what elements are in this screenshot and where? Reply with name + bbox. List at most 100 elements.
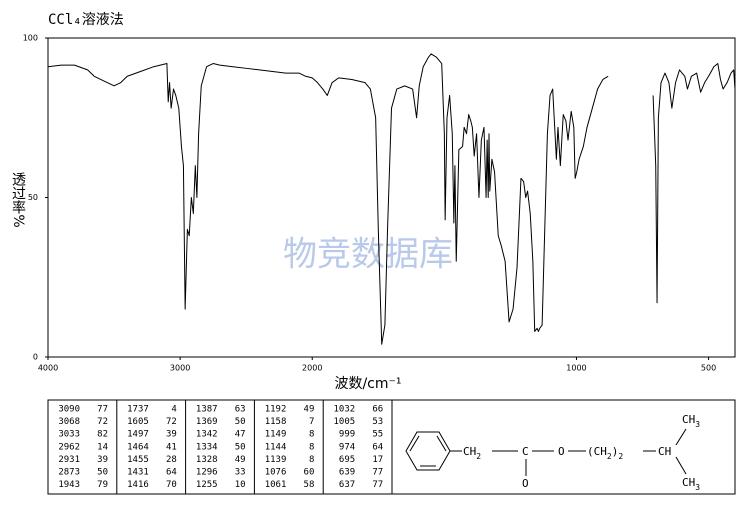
peak-transmittance: 47 xyxy=(235,430,246,440)
peak-wavenumber: 974 xyxy=(339,442,355,452)
peak-transmittance: 7 xyxy=(309,417,314,427)
structure-label: O xyxy=(522,477,529,490)
peak-wavenumber: 1296 xyxy=(196,468,218,478)
x-tick-label: 2000 xyxy=(302,364,322,373)
structure-label: CH xyxy=(658,445,671,458)
subscript: 3 xyxy=(695,483,700,492)
peak-wavenumber: 1076 xyxy=(265,468,287,478)
peak-transmittance: 14 xyxy=(97,442,108,452)
benzene-ring xyxy=(405,431,451,471)
peak-transmittance: 79 xyxy=(97,480,108,490)
x-axis-label: 波数/cm⁻¹ xyxy=(334,376,401,392)
peak-wavenumber: 2931 xyxy=(58,455,80,465)
peak-transmittance: 77 xyxy=(97,405,108,415)
peak-wavenumber: 639 xyxy=(339,468,355,478)
peak-wavenumber: 1387 xyxy=(196,405,218,415)
peak-transmittance: 77 xyxy=(372,468,383,478)
peak-wavenumber: 2873 xyxy=(58,468,80,478)
peak-transmittance: 82 xyxy=(97,430,108,440)
x-tick-label: 500 xyxy=(701,364,716,373)
structure-label: (CH2)2 xyxy=(587,445,623,461)
peak-transmittance: 66 xyxy=(372,405,383,415)
peak-wavenumber: 1334 xyxy=(196,442,218,452)
peak-wavenumber: 2962 xyxy=(58,442,80,452)
peak-transmittance: 70 xyxy=(166,480,177,490)
structure-label: CH3 xyxy=(682,476,700,492)
structure-text: CH xyxy=(463,445,476,458)
spectrum-line xyxy=(47,53,736,345)
subscript: 3 xyxy=(695,420,700,429)
structure-label: O xyxy=(558,445,565,458)
peak-wavenumber: 1369 xyxy=(196,417,218,427)
double-bond xyxy=(409,435,420,452)
peak-wavenumber: 1497 xyxy=(127,430,149,440)
structure-text: O xyxy=(558,445,565,458)
y-tick-label: 100 xyxy=(23,34,38,43)
y-axis-label: 透过率% xyxy=(10,172,26,227)
peak-transmittance: 64 xyxy=(372,442,383,452)
peak-wavenumber: 1158 xyxy=(265,417,287,427)
peak-wavenumber: 1032 xyxy=(334,405,356,415)
peak-transmittance: 64 xyxy=(166,468,177,478)
y-tick-label: 50 xyxy=(28,193,38,202)
peak-wavenumber: 3090 xyxy=(58,405,80,415)
peak-transmittance: 39 xyxy=(97,455,108,465)
peak-wavenumber: 1605 xyxy=(127,417,149,427)
subscript: 2 xyxy=(476,452,481,461)
peak-transmittance: 50 xyxy=(235,417,246,427)
peak-wavenumber: 1455 xyxy=(127,455,149,465)
structure-text: CH xyxy=(682,476,695,489)
peak-transmittance: 50 xyxy=(97,468,108,478)
x-tick-label: 1000 xyxy=(566,364,586,373)
peak-transmittance: 41 xyxy=(166,442,177,452)
peak-wavenumber: 1255 xyxy=(196,480,218,490)
peak-wavenumber: 1416 xyxy=(127,480,149,490)
peak-wavenumber: 695 xyxy=(339,455,355,465)
peak-wavenumber: 999 xyxy=(339,430,355,440)
peak-wavenumber: 1328 xyxy=(196,455,218,465)
peak-wavenumber: 1139 xyxy=(265,455,287,465)
peak-wavenumber: 1342 xyxy=(196,430,218,440)
structure-text: ) xyxy=(612,445,619,458)
peak-wavenumber: 637 xyxy=(339,480,355,490)
peak-wavenumber: 1005 xyxy=(334,417,356,427)
peak-transmittance: 49 xyxy=(304,405,315,415)
peak-wavenumber: 1149 xyxy=(265,430,287,440)
bond xyxy=(675,428,687,446)
structure-text: O xyxy=(522,477,529,490)
peak-transmittance: 72 xyxy=(166,417,177,427)
peak-transmittance: 8 xyxy=(309,430,314,440)
subscript: 2 xyxy=(618,452,623,461)
x-tick-label: 3000 xyxy=(170,364,190,373)
structure-text: C xyxy=(522,445,529,458)
peak-wavenumber: 1943 xyxy=(58,480,80,490)
peak-transmittance: 10 xyxy=(235,480,246,490)
peak-transmittance: 77 xyxy=(372,480,383,490)
peak-transmittance: 60 xyxy=(304,468,315,478)
structure-text: CH xyxy=(658,445,671,458)
double-bond xyxy=(436,435,447,452)
peak-transmittance: 55 xyxy=(372,430,383,440)
peak-transmittance: 8 xyxy=(309,442,314,452)
peak-wavenumber: 1061 xyxy=(265,480,287,490)
peak-transmittance: 63 xyxy=(235,405,246,415)
peak-wavenumber: 1431 xyxy=(127,468,149,478)
peak-transmittance: 50 xyxy=(235,442,246,452)
peak-wavenumber: 3033 xyxy=(58,430,80,440)
peak-transmittance: 53 xyxy=(372,417,383,427)
peak-wavenumber: 1464 xyxy=(127,442,149,452)
bond xyxy=(675,456,687,475)
peak-transmittance: 8 xyxy=(309,455,314,465)
chart-title: CCl₄溶液法 xyxy=(48,12,124,28)
peak-wavenumber: 3068 xyxy=(58,417,80,427)
peak-transmittance: 39 xyxy=(166,430,177,440)
peak-wavenumber: 1737 xyxy=(127,405,149,415)
structure-label: CH3 xyxy=(682,413,700,429)
structure-bonds xyxy=(405,428,687,476)
subscript: 2 xyxy=(607,452,612,461)
peak-transmittance: 33 xyxy=(235,468,246,478)
peak-wavenumber: 1192 xyxy=(265,405,287,415)
structure-label: CH2 xyxy=(463,445,481,461)
peak-transmittance: 58 xyxy=(304,480,315,490)
plot-frame xyxy=(47,37,736,358)
